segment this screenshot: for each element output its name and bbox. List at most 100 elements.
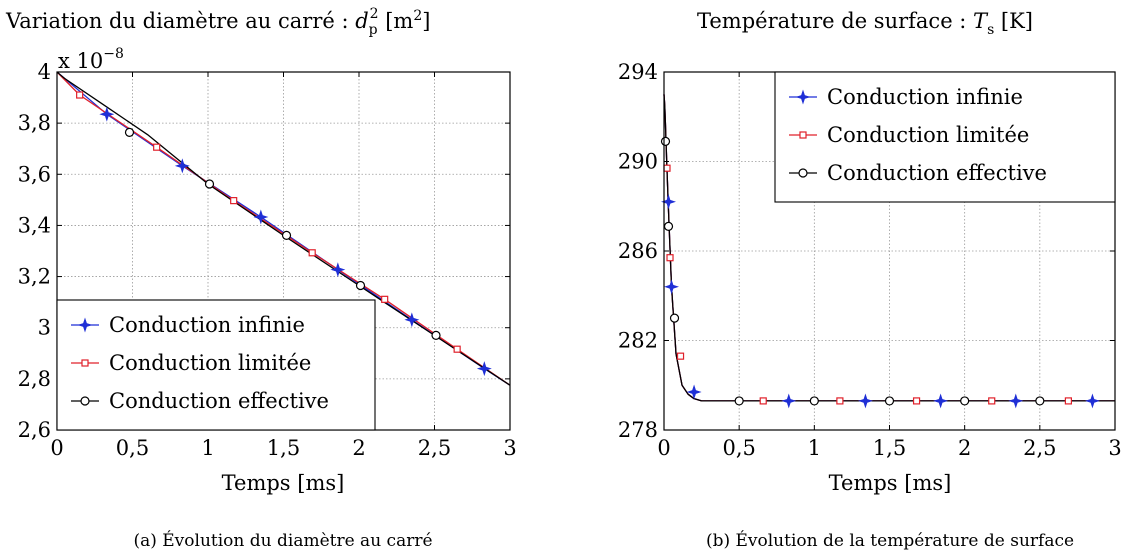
y-tick-label: 2,8 [18, 367, 51, 391]
x-tick-label: 2 [958, 436, 971, 460]
x-tick-label: 0 [50, 436, 63, 460]
series-3-marker [663, 221, 674, 231]
series-3-marker [960, 396, 970, 406]
series-3-marker [809, 396, 819, 406]
y-tick-label: 282 [618, 329, 658, 353]
series-1-marker [781, 393, 797, 409]
y-tick-label: 290 [618, 150, 658, 174]
chart-b-legend: Conduction infinie Conduction limitée Cond… [774, 71, 1116, 203]
legend-swatch-marker [80, 396, 90, 406]
chart-a-markers [76, 91, 492, 377]
chart-b-ticks: 0 0,5 1 1,5 2 2,5 3 278 282 286 290 294 [618, 60, 1122, 460]
series-2-marker [663, 164, 671, 172]
x-tick-label: 2 [352, 436, 365, 460]
series-3-marker [124, 127, 135, 137]
series-line-3 [663, 94, 1115, 402]
series-2-marker [836, 397, 844, 405]
series-2-marker [988, 397, 996, 405]
legend-swatch-marker [799, 131, 807, 139]
y-tick-label: 4 [38, 60, 51, 84]
chart-a-legend: Conduction infinie Conduction limitée Cond… [56, 299, 376, 431]
chart-b-xlabel: Temps [ms] [829, 471, 952, 495]
y-tick-label: 2,6 [18, 418, 51, 442]
chart-b-lines [663, 94, 1115, 402]
y-tick-label: 3,6 [18, 162, 51, 186]
series-2-marker [230, 197, 238, 205]
series-2-marker [676, 352, 685, 360]
series-1-marker [476, 361, 492, 377]
series-1-marker [857, 393, 873, 409]
series-2-marker [666, 254, 674, 262]
series-3-marker [1035, 396, 1045, 406]
legend-entry-1: Conduction infinie [827, 85, 1023, 109]
x-tick-label: 3 [503, 436, 516, 460]
series-2-marker [308, 249, 316, 257]
series-3-marker [204, 179, 215, 189]
x-tick-label: 1,5 [873, 436, 906, 460]
series-1-marker [99, 106, 115, 122]
y-tick-label: 3,8 [18, 111, 51, 135]
chart-b-markers [660, 136, 1100, 409]
series-3-marker [355, 280, 366, 291]
legend-entry-3: Conduction effective [827, 161, 1047, 185]
chart-a-ticks: 0 0,5 1 1,5 2 2,5 3 2,6 2,8 3 3,2 3,4 3,6 3,8 4 [18, 60, 517, 460]
x-tick-label: 1 [201, 436, 214, 460]
legend-swatch-marker [798, 168, 808, 178]
x-tick-label: 3 [1108, 436, 1121, 460]
y-tick-label: 286 [618, 239, 658, 263]
series-1-marker [661, 194, 676, 210]
series-2-marker [759, 397, 767, 405]
series-1-marker [1084, 393, 1100, 409]
series-3-marker [669, 313, 680, 323]
series-2-marker [153, 143, 161, 151]
series-1-marker [253, 209, 269, 225]
legend-entry-3: Conduction effective [109, 389, 329, 413]
panel-a: Variation du diamètre au carré : dp2 [m2… [5, 6, 517, 551]
legend-entry-2: Conduction limitée [827, 123, 1029, 147]
y-tick-label: 3,2 [18, 265, 51, 289]
legend-entry-2: Conduction limitée [109, 351, 311, 375]
y-tick-label: 3,4 [18, 213, 51, 237]
series-3-marker [281, 230, 292, 241]
x-tick-label: 2,5 [418, 436, 451, 460]
series-1-marker [933, 393, 949, 409]
series-2-marker [912, 397, 921, 405]
x-tick-label: 0 [657, 436, 670, 460]
x-tick-label: 0,5 [116, 436, 149, 460]
panel-b: Température de surface : Ts [K] 0 0,5 1 1,5… [618, 9, 1122, 551]
legend-swatch-marker [77, 317, 93, 333]
y-tick-label: 278 [618, 418, 658, 442]
x-tick-label: 2,5 [1023, 436, 1056, 460]
series-line-2 [56, 71, 511, 386]
chart-a-xlabel: Temps [ms] [222, 471, 345, 495]
chart-a-multiplier: x 10−8 [58, 46, 124, 73]
series-2-marker [453, 345, 461, 353]
series-1-marker [664, 279, 679, 295]
series-3-marker [734, 396, 744, 406]
x-tick-label: 1,5 [267, 436, 300, 460]
legend-swatch-marker [81, 359, 89, 367]
series-3-marker [884, 396, 895, 406]
series-1-marker [330, 262, 346, 278]
x-tick-label: 1 [808, 436, 821, 460]
chart-b-caption: (b) Évolution de la température de surfa… [706, 530, 1074, 551]
y-tick-label: 294 [618, 60, 658, 84]
legend-box [56, 299, 376, 431]
series-1-marker [404, 312, 420, 328]
series-2-marker [76, 91, 84, 99]
chart-a-title: Variation du diamètre au carré : dp2 [m2… [5, 6, 430, 38]
series-3-marker [431, 330, 441, 340]
chart-a-caption: (a) Évolution du diamètre au carré [133, 530, 432, 551]
legend-entry-1: Conduction infinie [109, 313, 305, 337]
x-tick-label: 0,5 [722, 436, 755, 460]
series-2-marker [1064, 397, 1072, 405]
legend-swatch-marker [795, 89, 811, 105]
legend-box [774, 71, 1116, 203]
series-2-marker [381, 295, 389, 303]
chart-b-title: Température de surface : Ts [K] [697, 9, 1033, 38]
y-tick-label: 3 [38, 316, 51, 340]
series-1-marker [686, 384, 702, 400]
series-1-marker [174, 158, 190, 174]
series-1-marker [1008, 393, 1024, 409]
